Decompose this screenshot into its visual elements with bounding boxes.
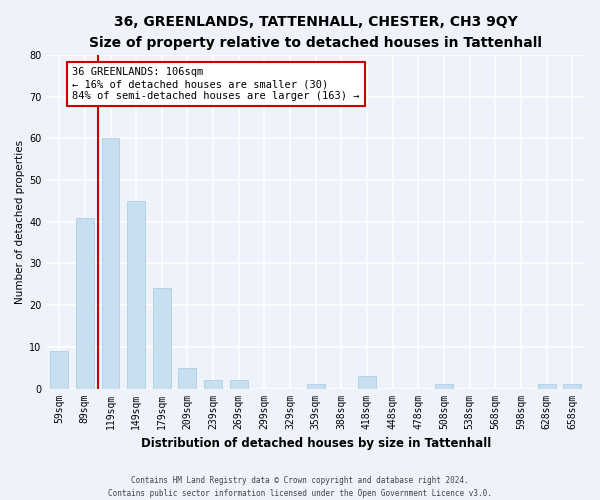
Bar bbox=[358, 376, 376, 388]
Bar bbox=[178, 368, 196, 388]
Title: 36, GREENLANDS, TATTENHALL, CHESTER, CH3 9QY
Size of property relative to detach: 36, GREENLANDS, TATTENHALL, CHESTER, CH3… bbox=[89, 15, 542, 50]
Bar bbox=[538, 384, 556, 388]
Bar bbox=[153, 288, 171, 388]
Bar bbox=[127, 201, 145, 388]
Bar bbox=[435, 384, 453, 388]
Bar bbox=[76, 218, 94, 388]
Bar bbox=[50, 351, 68, 389]
Bar bbox=[204, 380, 222, 388]
Bar bbox=[307, 384, 325, 388]
Bar bbox=[563, 384, 581, 388]
X-axis label: Distribution of detached houses by size in Tattenhall: Distribution of detached houses by size … bbox=[140, 437, 491, 450]
Bar bbox=[101, 138, 119, 388]
Text: 36 GREENLANDS: 106sqm
← 16% of detached houses are smaller (30)
84% of semi-deta: 36 GREENLANDS: 106sqm ← 16% of detached … bbox=[72, 68, 359, 100]
Y-axis label: Number of detached properties: Number of detached properties bbox=[15, 140, 25, 304]
Text: Contains HM Land Registry data © Crown copyright and database right 2024.
Contai: Contains HM Land Registry data © Crown c… bbox=[108, 476, 492, 498]
Bar bbox=[230, 380, 248, 388]
